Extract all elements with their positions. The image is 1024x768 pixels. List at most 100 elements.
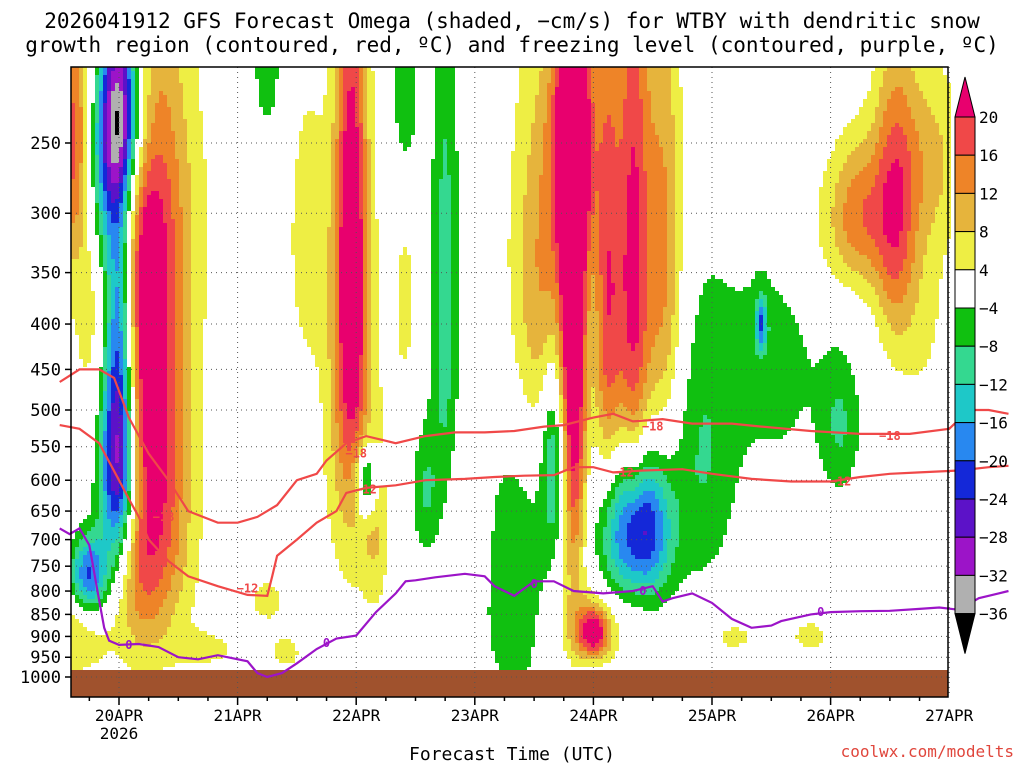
omega-cell (191, 551, 195, 555)
omega-cell (187, 491, 191, 495)
omega-cell (295, 191, 299, 195)
omega-cell (131, 651, 135, 655)
omega-cell (71, 555, 75, 559)
omega-cell (315, 323, 319, 327)
omega-cell (83, 155, 87, 159)
omega-cell (171, 387, 175, 391)
omega-cell (303, 259, 307, 263)
omega-cell (135, 515, 139, 519)
omega-cell (87, 639, 91, 643)
omega-cell (311, 219, 315, 223)
omega-cell (107, 515, 111, 519)
omega-cell (127, 203, 131, 207)
omega-cell (75, 567, 79, 571)
omega-cell (115, 87, 119, 91)
omega-cell (175, 287, 179, 291)
omega-cell (127, 179, 131, 183)
omega-cell (79, 259, 83, 263)
omega-cell (75, 595, 79, 599)
omega-cell (107, 487, 111, 491)
omega-cell (159, 547, 163, 551)
omega-cell (311, 335, 315, 339)
omega-cell (123, 339, 127, 343)
omega-cell (187, 555, 191, 559)
omega-cell (155, 479, 159, 483)
omega-cell (179, 403, 183, 407)
omega-cell (167, 359, 171, 363)
omega-cell (179, 439, 183, 443)
omega-cell (163, 227, 167, 231)
omega-cell (171, 259, 175, 263)
omega-cell (187, 595, 191, 599)
omega-cell (307, 195, 311, 199)
omega-cell (83, 543, 87, 547)
omega-cell (327, 67, 331, 71)
omega-cell (187, 163, 191, 167)
omega-cell (199, 279, 203, 283)
omega-cell (195, 275, 199, 279)
omega-cell (171, 531, 175, 535)
omega-cell (187, 475, 191, 479)
omega-cell (127, 103, 131, 107)
omega-cell (111, 75, 115, 79)
omega-cell (135, 103, 139, 107)
omega-cell (311, 159, 315, 163)
omega-cell (319, 331, 323, 335)
omega-cell (179, 395, 183, 399)
omega-cell (127, 183, 131, 187)
omega-cell (163, 143, 167, 147)
omega-cell (159, 315, 163, 319)
omega-cell (179, 643, 183, 647)
omega-cell (75, 663, 79, 667)
omega-cell (123, 211, 127, 215)
omega-cell (107, 87, 111, 91)
omega-cell (191, 259, 195, 263)
omega-cell (99, 519, 103, 523)
omega-cell (131, 135, 135, 139)
omega-cell (83, 211, 87, 215)
omega-cell (183, 451, 187, 455)
omega-cell (103, 159, 107, 163)
omega-cell (143, 191, 147, 195)
omega-cell (171, 351, 175, 355)
omega-cell (183, 387, 187, 391)
omega-cell (103, 363, 107, 367)
omega-cell (119, 91, 123, 95)
omega-cell (143, 475, 147, 479)
omega-cell (131, 155, 135, 159)
omega-cell (111, 483, 115, 487)
omega-cell (211, 643, 215, 647)
omega-cell (75, 579, 79, 583)
omega-cell (195, 351, 199, 355)
omega-cell (71, 211, 75, 215)
omega-cell (111, 563, 115, 567)
omega-cell (187, 411, 191, 415)
omega-cell (327, 83, 331, 87)
omega-cell (143, 559, 147, 563)
omega-cell (91, 111, 95, 115)
omega-cell (139, 331, 143, 335)
omega-cell (139, 523, 143, 527)
omega-cell (115, 307, 119, 311)
omega-cell (163, 231, 167, 235)
omega-cell (159, 363, 163, 367)
omega-cell (139, 311, 143, 315)
omega-cell (171, 195, 175, 199)
omega-cell (303, 167, 307, 171)
omega-cell (187, 539, 191, 543)
omega-cell (123, 447, 127, 451)
omega-cell (187, 147, 191, 151)
omega-cell (163, 355, 167, 359)
omega-cell (83, 271, 87, 275)
omega-cell (171, 483, 175, 487)
omega-cell (123, 583, 127, 587)
omega-cell (71, 579, 75, 583)
omega-cell (107, 299, 111, 303)
omega-cell (107, 135, 111, 139)
omega-cell (191, 451, 195, 455)
omega-cell (171, 539, 175, 543)
omega-cell (151, 139, 155, 143)
omega-cell (147, 563, 151, 567)
omega-cell (107, 647, 111, 651)
omega-cell (119, 147, 123, 151)
